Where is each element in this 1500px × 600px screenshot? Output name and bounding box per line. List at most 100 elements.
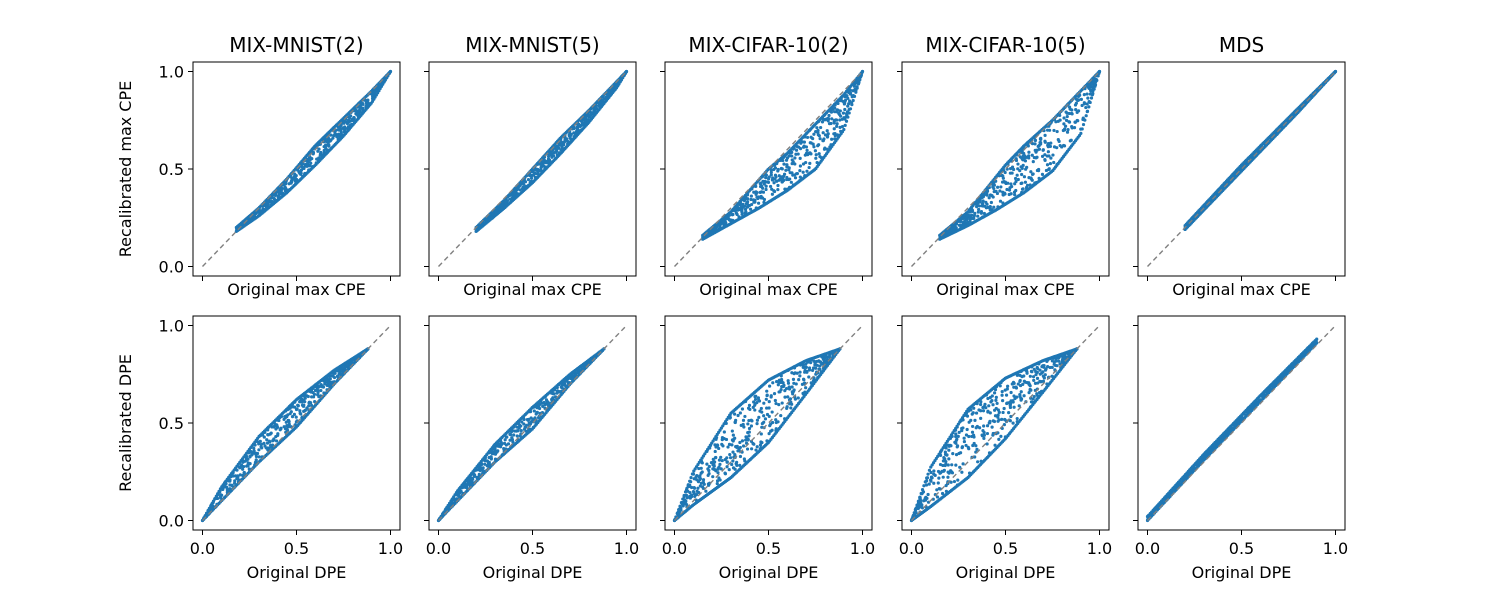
data-point [523, 425, 528, 429]
panel-title: MIX-CIFAR-10(2) [688, 33, 848, 57]
data-point [254, 454, 259, 459]
data-point [562, 143, 566, 147]
data-point [511, 440, 515, 444]
data-point [307, 404, 311, 408]
x-axis-label: Original DPE [483, 563, 583, 582]
data-point [789, 406, 793, 410]
data-point [575, 126, 579, 130]
panel-title: MIX-CIFAR-10(5) [925, 33, 1085, 57]
data-point [772, 181, 776, 185]
data-point [1051, 153, 1055, 157]
data-point [471, 477, 475, 481]
data-point [1333, 69, 1338, 74]
data-point [546, 154, 551, 158]
data-point [770, 192, 774, 196]
data-point [1037, 147, 1042, 151]
data-point [747, 204, 751, 208]
data-point [235, 476, 240, 480]
data-point [309, 161, 313, 165]
data-point [257, 455, 261, 459]
data-point [1040, 154, 1045, 158]
data-point [846, 115, 850, 119]
data-point [727, 218, 731, 222]
x-tick-label: 1.0 [614, 539, 639, 558]
data-point [819, 125, 823, 130]
panel-2: MIX-MNIST(5)Original max CPE [424, 33, 637, 299]
data-point [803, 153, 807, 157]
data-point [311, 390, 315, 395]
data-point [1021, 163, 1025, 168]
data-point [238, 466, 242, 470]
data-point [1069, 138, 1073, 142]
data-point [809, 135, 813, 139]
data-point [854, 90, 858, 94]
data-point [848, 99, 852, 103]
data-point [830, 117, 834, 121]
data-point [541, 160, 545, 164]
data-point [779, 178, 783, 182]
data-point [339, 128, 343, 132]
data-point [752, 190, 756, 194]
data-point [776, 167, 780, 172]
data-point [299, 171, 303, 175]
data-point [557, 143, 562, 147]
data-point [601, 98, 605, 102]
data-point [510, 436, 514, 440]
data-point [588, 113, 593, 117]
data-point [1084, 105, 1088, 110]
x-axis-label: Original max CPE [1172, 280, 1311, 299]
data-point [825, 134, 830, 138]
data-point [847, 111, 851, 115]
data-point [999, 185, 1003, 189]
data-point [1052, 160, 1056, 165]
data-point [832, 127, 836, 131]
data-point [310, 156, 314, 161]
data-point [262, 441, 266, 446]
data-point [798, 164, 803, 168]
data-point [289, 179, 294, 183]
data-point [339, 130, 343, 134]
data-point [489, 455, 493, 459]
y-tick-label: 0.5 [159, 414, 184, 433]
data-point [262, 435, 266, 439]
data-point [1025, 183, 1030, 187]
data-point [963, 219, 967, 224]
data-point [575, 129, 579, 133]
data-point [242, 470, 246, 475]
data-point [784, 168, 788, 172]
data-point [338, 125, 342, 129]
data-point [557, 146, 561, 150]
data-point [758, 190, 762, 194]
data-point [812, 132, 816, 136]
data-point [1077, 109, 1081, 113]
data-point [987, 196, 991, 200]
data-point [266, 446, 270, 450]
data-point [1041, 148, 1045, 152]
data-point [791, 160, 795, 164]
data-point [1025, 165, 1029, 169]
data-point [352, 116, 356, 120]
data-point [1080, 127, 1084, 131]
data-point [988, 205, 992, 209]
data-point [827, 122, 832, 126]
data-point [705, 462, 709, 466]
data-point [798, 169, 802, 173]
data-point [276, 433, 280, 437]
data-point [860, 69, 865, 74]
data-point [279, 426, 283, 430]
data-point [331, 136, 335, 140]
data-point [274, 439, 279, 443]
data-point [1064, 124, 1068, 128]
data-point [805, 169, 809, 173]
data-point [968, 216, 972, 221]
data-point [804, 145, 809, 149]
data-point [785, 156, 790, 160]
data-point [730, 429, 734, 433]
data-point [275, 423, 279, 428]
data-point [583, 119, 587, 123]
data-point [1092, 87, 1096, 91]
data-point [291, 176, 296, 180]
data-point [856, 82, 861, 86]
